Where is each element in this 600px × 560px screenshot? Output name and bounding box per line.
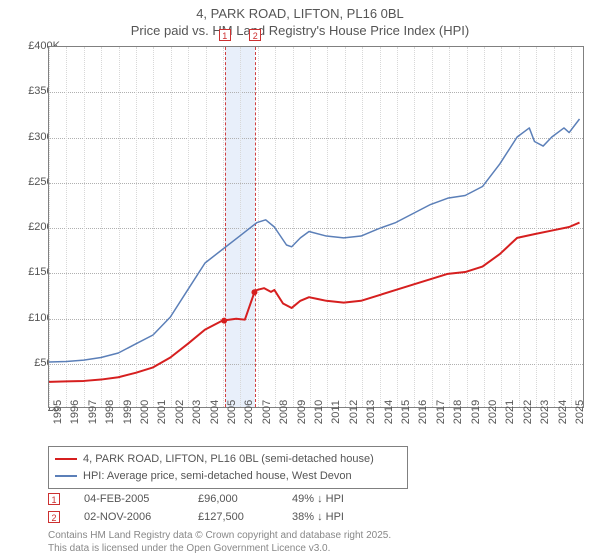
legend-label: HPI: Average price, semi-detached house,… <box>83 468 352 485</box>
x-tick-label: 2020 <box>487 400 499 424</box>
x-tick-label: 2011 <box>330 400 342 424</box>
x-tick-label: 1999 <box>122 400 134 424</box>
footer: Contains HM Land Registry data © Crown c… <box>48 530 391 555</box>
event-marker-icon: 1 <box>48 493 60 505</box>
x-tick-label: 2012 <box>348 400 360 424</box>
x-tick-label: 2007 <box>261 400 273 424</box>
event-price: £96,000 <box>198 493 268 505</box>
x-tick-label: 2025 <box>574 400 586 424</box>
event-row: 1 04-FEB-2005 £96,000 49% ↓ HPI <box>48 490 382 508</box>
chart-area: 12 <box>48 46 584 408</box>
event-marker-icon: 1 <box>219 29 231 41</box>
x-tick-label: 2008 <box>278 400 290 424</box>
x-tick-label: 2013 <box>365 400 377 424</box>
x-tick-label: 2003 <box>191 400 203 424</box>
event-marker-icon: 2 <box>249 29 261 41</box>
footer-line: Contains HM Land Registry data © Crown c… <box>48 530 391 543</box>
legend-swatch <box>55 475 77 477</box>
x-tick-label: 2018 <box>452 400 464 424</box>
legend-item: 4, PARK ROAD, LIFTON, PL16 0BL (semi-det… <box>55 451 401 468</box>
x-tick-label: 2009 <box>296 400 308 424</box>
x-tick-label: 1996 <box>69 400 81 424</box>
x-tick-label: 1998 <box>104 400 116 424</box>
legend-swatch <box>55 458 77 460</box>
x-tick-label: 2014 <box>383 400 395 424</box>
title-address: 4, PARK ROAD, LIFTON, PL16 0BL <box>0 6 600 23</box>
x-tick-label: 2002 <box>174 400 186 424</box>
x-tick-label: 2021 <box>504 400 516 424</box>
x-tick-label: 2006 <box>243 400 255 424</box>
event-delta: 38% ↓ HPI <box>292 511 382 523</box>
x-tick-label: 2010 <box>313 400 325 424</box>
x-tick-label: 2005 <box>226 400 238 424</box>
event-delta: 49% ↓ HPI <box>292 493 382 505</box>
footer-line: This data is licensed under the Open Gov… <box>48 543 391 556</box>
x-tick-label: 2017 <box>435 400 447 424</box>
legend-item: HPI: Average price, semi-detached house,… <box>55 468 401 485</box>
x-tick-label: 2019 <box>470 400 482 424</box>
event-date: 02-NOV-2006 <box>84 511 174 523</box>
chart-container: 4, PARK ROAD, LIFTON, PL16 0BL Price pai… <box>0 0 600 560</box>
x-tick-label: 1997 <box>87 400 99 424</box>
event-marker-icon: 2 <box>48 511 60 523</box>
event-row: 2 02-NOV-2006 £127,500 38% ↓ HPI <box>48 508 382 526</box>
events-table: 1 04-FEB-2005 £96,000 49% ↓ HPI 2 02-NOV… <box>48 490 382 526</box>
plot-svg <box>49 47 583 407</box>
x-tick-label: 2000 <box>139 400 151 424</box>
title-block: 4, PARK ROAD, LIFTON, PL16 0BL Price pai… <box>0 0 600 40</box>
x-tick-label: 2001 <box>156 400 168 424</box>
x-tick-label: 2015 <box>400 400 412 424</box>
x-tick-label: 1995 <box>52 400 64 424</box>
x-tick-label: 2024 <box>557 400 569 424</box>
title-subtitle: Price paid vs. HM Land Registry's House … <box>0 23 600 40</box>
event-date: 04-FEB-2005 <box>84 493 174 505</box>
x-tick-label: 2004 <box>209 400 221 424</box>
x-tick-label: 2023 <box>539 400 551 424</box>
x-tick-label: 2016 <box>417 400 429 424</box>
legend: 4, PARK ROAD, LIFTON, PL16 0BL (semi-det… <box>48 446 408 489</box>
event-price: £127,500 <box>198 511 268 523</box>
legend-label: 4, PARK ROAD, LIFTON, PL16 0BL (semi-det… <box>83 451 374 468</box>
x-tick-label: 2022 <box>522 400 534 424</box>
